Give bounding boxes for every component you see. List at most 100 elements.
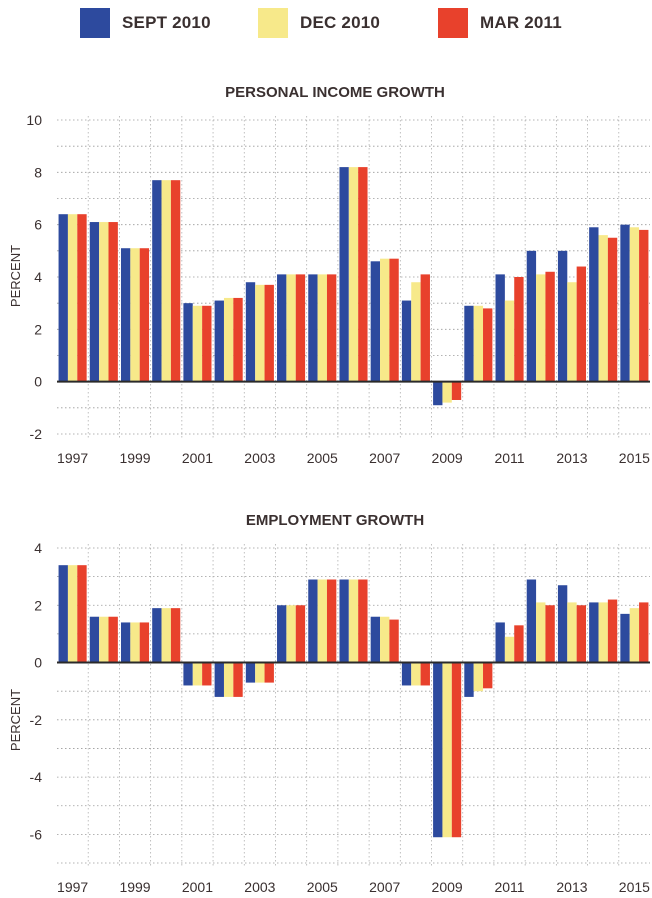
bar-mar-2011-2010	[483, 308, 493, 382]
bar-dec-2010-2010	[473, 662, 484, 692]
legend-item-dec-2010: DEC 2010	[258, 6, 380, 40]
employment-chart: EMPLOYMENT GROWTH PERCENT -6 -4 -2 0 2 4 1997 199…	[8, 512, 650, 895]
bar-sept-2010-2005	[308, 579, 318, 663]
bar-sept-2010-2006	[339, 167, 349, 382]
bar-sept-2010-2012	[526, 250, 537, 382]
x-tick-label: 1999	[119, 879, 150, 895]
bar-sept-2010-1998	[89, 616, 100, 663]
bar-dec-2010-2004	[286, 605, 296, 663]
bar-sept-2010-2008	[401, 662, 412, 686]
bar-mar-2011-2014	[607, 237, 618, 382]
bar-mar-2011-2013	[576, 605, 587, 663]
y-tick-label: -2	[30, 426, 43, 442]
bar-dec-2010-2004	[286, 274, 296, 382]
bar-mar-2011-2002	[233, 297, 243, 382]
bar-dec-2010-2014	[598, 602, 608, 663]
bar-dec-2010-2010	[473, 305, 484, 382]
chart-title: PERSONAL INCOME GROWTH	[225, 84, 445, 101]
bar-sept-2010-2015	[620, 613, 630, 663]
bar-dec-2010-2007	[380, 616, 390, 663]
bar-dec-2010-1998	[99, 222, 109, 382]
bar-dec-2010-2012	[536, 602, 546, 663]
bar-mar-2011-2012	[545, 605, 555, 663]
bar-dec-2010-2001	[192, 662, 203, 686]
x-tick-label: 2009	[432, 450, 463, 466]
bar-mar-2011-2003	[264, 662, 274, 683]
bar-dec-2010-2013	[567, 602, 577, 663]
y-tick-label: 6	[34, 217, 42, 233]
bar-mar-2011-2003	[264, 284, 274, 382]
bar-sept-2010-2013	[557, 250, 568, 382]
bar-dec-2010-1999	[130, 248, 140, 382]
bar-dec-2010-2003	[255, 284, 265, 382]
bar-dec-2010-2005	[317, 274, 327, 382]
x-tick-label: 2001	[182, 879, 213, 895]
y-axis-label: PERCENT	[8, 245, 23, 307]
bar-sept-2010-1999	[120, 622, 131, 663]
bar-mar-2011-2006	[358, 579, 368, 663]
bar-sept-2010-2010	[464, 662, 474, 697]
bar-mar-2011-2011	[514, 277, 524, 382]
bar-dec-2010-2002	[223, 297, 234, 382]
bar-mar-2011-1997	[77, 214, 87, 382]
x-tick-label: 2011	[494, 879, 524, 895]
bar-sept-2010-2013	[557, 585, 568, 663]
bar-sept-2010-2008	[401, 300, 412, 382]
bar-sept-2010-2000	[152, 180, 162, 382]
bar-sept-2010-2010	[464, 305, 474, 382]
x-tick-label: 1999	[119, 450, 150, 466]
legend-label-dec-2010: DEC 2010	[300, 13, 381, 32]
bar-dec-2010-2012	[536, 274, 546, 382]
bar-dec-2010-2011	[504, 636, 515, 663]
bar-dec-2010-2006	[348, 579, 359, 663]
bar-mar-2011-2009	[451, 662, 462, 838]
bar-sept-2010-2006	[339, 579, 349, 663]
bar-sept-2010-2001	[183, 303, 193, 382]
bar-sept-2010-2009	[433, 381, 443, 406]
bar-mar-2011-1998	[108, 616, 118, 663]
bar-mar-2011-2006	[358, 167, 368, 382]
bar-dec-2010-2005	[317, 579, 327, 663]
bar-sept-2010-2001	[183, 662, 193, 686]
bar-sept-2010-2014	[589, 602, 599, 663]
bar-mar-2011-2001	[202, 305, 212, 382]
bar-mar-2011-2011	[514, 625, 524, 663]
legend: SEPT 2010 DEC 2010 MAR 2011	[0, 6, 652, 40]
x-tick-label: 2007	[369, 450, 400, 466]
bar-mar-2011-2008	[420, 274, 430, 382]
bar-sept-2010-1997	[58, 565, 68, 663]
bar-dec-2010-2000	[161, 180, 171, 382]
bar-sept-2010-2000	[152, 608, 162, 663]
bar-mar-2011-2015	[639, 229, 649, 382]
bar-dec-2010-2014	[598, 235, 608, 382]
bar-dec-2010-1999	[130, 622, 140, 663]
bar-dec-2010-2002	[223, 662, 234, 697]
bar-dec-2010-2001	[192, 305, 203, 382]
bar-dec-2010-2015	[629, 608, 640, 663]
y-tick-label: 2	[34, 597, 42, 613]
bar-mar-2011-2014	[607, 599, 618, 663]
bar-sept-2010-2004	[277, 274, 287, 382]
bar-mar-2011-2009	[451, 381, 462, 400]
bar-sept-2010-2003	[245, 662, 256, 683]
bar-dec-2010-2008	[411, 282, 421, 382]
y-tick-label: 4	[34, 269, 42, 285]
bar-sept-2010-2004	[277, 605, 287, 663]
bar-dec-2010-2003	[255, 662, 265, 683]
bar-mar-2011-1998	[108, 222, 118, 382]
bar-mar-2011-2007	[389, 619, 399, 663]
bar-mar-2011-2012	[545, 271, 555, 382]
bar-mar-2011-2013	[576, 266, 587, 382]
bar-sept-2010-2015	[620, 224, 630, 382]
x-tick-label: 1997	[57, 450, 88, 466]
x-tick-label: 2015	[619, 450, 650, 466]
y-tick-label: 0	[34, 655, 42, 671]
x-tick-label: 2013	[556, 879, 587, 895]
x-tick-label: 2015	[619, 879, 650, 895]
y-tick-label: 8	[34, 164, 42, 180]
x-tick-label: 2005	[307, 879, 338, 895]
bar-dec-2010-2015	[629, 227, 640, 382]
x-tick-label: 2003	[244, 879, 275, 895]
legend-item-mar-2011: MAR 2011	[438, 6, 562, 40]
bar-mar-2011-2004	[295, 274, 306, 382]
